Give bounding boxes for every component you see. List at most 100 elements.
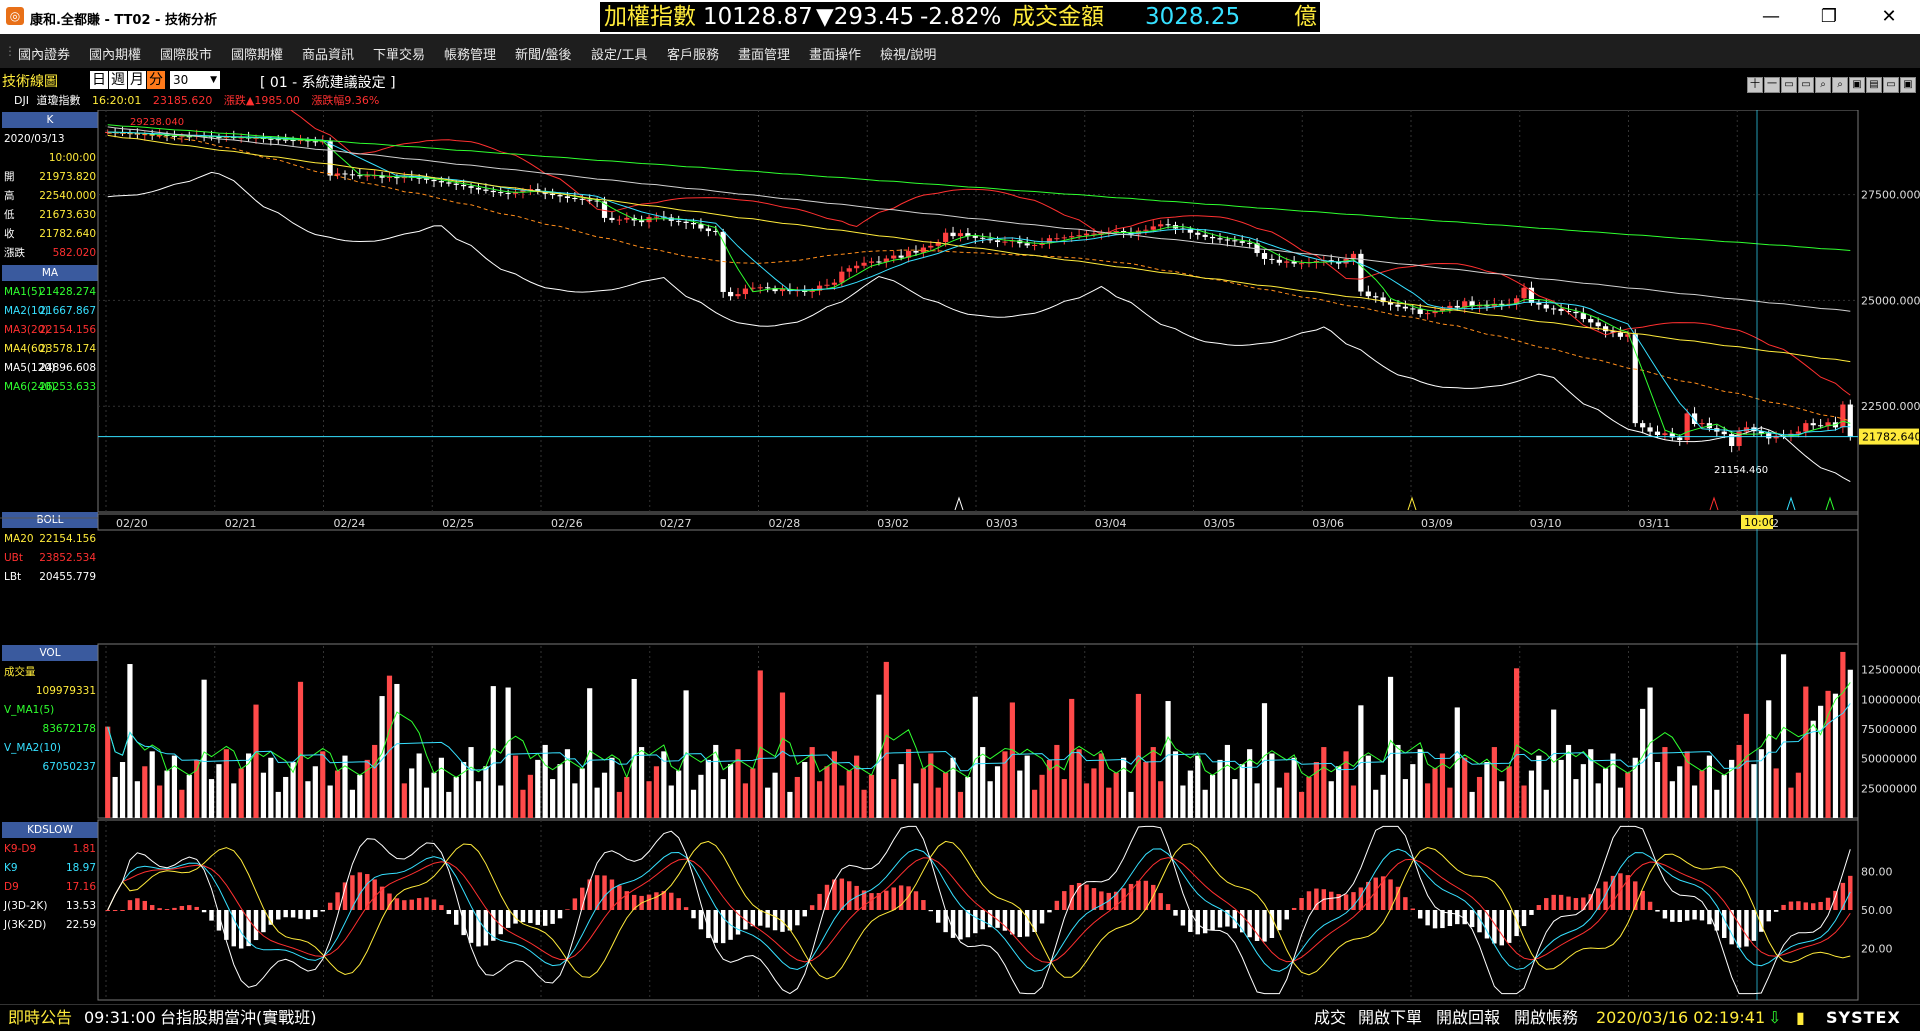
kd-histogram-bar — [209, 910, 214, 921]
menu-item[interactable]: 畫面操作 — [809, 48, 862, 63]
menu-item[interactable]: 客戶服務 — [667, 48, 720, 63]
candle-body — [1387, 302, 1394, 305]
candle-body — [1217, 238, 1223, 240]
print-icon[interactable]: ▤ — [1866, 77, 1882, 93]
status-datetime: 2020/03/16 02:19:41 — [1596, 1008, 1766, 1027]
candle-body — [965, 233, 971, 237]
kd-histogram-bar — [839, 878, 845, 910]
volume-bar — [409, 768, 415, 818]
menu-item[interactable]: 國際期權 — [231, 48, 284, 63]
layout-icon[interactable]: ▭ — [1883, 77, 1899, 93]
volume-bar — [1447, 787, 1453, 818]
close-button[interactable]: ✕ — [1881, 6, 1897, 27]
menu-item[interactable]: 國內證券 — [18, 48, 71, 63]
chart-area[interactable]: 02/20 02/21 02/24 02/25 02/26 02/27 02/28 03/02… — [0, 110, 1920, 1002]
kd-histogram-bar — [1566, 896, 1571, 910]
menu-item[interactable]: 帳務管理 — [444, 48, 497, 63]
settings-icon[interactable]: ▣ — [1900, 77, 1916, 93]
period-day-button[interactable]: 日 — [90, 71, 108, 89]
volume-bar — [1387, 676, 1394, 818]
open-order-button[interactable]: 開啟下單 — [1358, 1008, 1423, 1027]
menu-item[interactable]: 下單交易 — [373, 48, 426, 63]
volume-bar — [208, 779, 215, 818]
candle-body — [1069, 236, 1075, 238]
boll-value: 22154.156 — [39, 533, 96, 545]
period-week-button[interactable]: 週 — [109, 71, 127, 89]
period-minute-button[interactable]: 分 — [147, 71, 165, 89]
volume-bar — [1425, 783, 1431, 818]
boll-upper-band — [289, 110, 1851, 396]
volume-bar — [1061, 779, 1067, 818]
candle-body — [253, 137, 259, 139]
menu-item[interactable]: 商品資訊 — [302, 48, 355, 63]
kd-histogram-bar — [238, 910, 244, 949]
candle-body — [809, 290, 815, 292]
menu-grip-icon: ⋮ — [4, 44, 16, 58]
bulletin-label[interactable]: 即時公告 — [8, 1008, 73, 1027]
candle-body — [535, 189, 541, 192]
kd-histogram-bar — [1240, 910, 1245, 933]
zoom-out-icon[interactable]: ⌕ — [1832, 77, 1848, 93]
kd-histogram-bar — [542, 910, 548, 926]
maximize-button[interactable]: ❐ — [1820, 6, 1838, 27]
volume-bar — [1284, 772, 1290, 818]
volume-bar — [297, 681, 304, 818]
kd-histogram-bar — [1106, 892, 1111, 910]
menu-item[interactable]: 畫面管理 — [738, 48, 791, 63]
volume-bar — [483, 766, 489, 818]
ma5-line — [107, 131, 1851, 437]
candle-body — [587, 199, 593, 201]
volume-bar — [616, 791, 622, 818]
k-high-value: 22540.000 — [39, 190, 96, 202]
zoom-in-icon[interactable]: ⌕ — [1815, 77, 1831, 93]
candle-body — [1825, 422, 1831, 427]
kd-histogram-bar — [1314, 888, 1319, 910]
k-panel-header: K — [2, 112, 98, 128]
period-month-button[interactable]: 月 — [128, 71, 146, 89]
menu-item[interactable]: 檢視/說明 — [880, 48, 937, 63]
open-account-button[interactable]: 開啟帳務 — [1514, 1008, 1579, 1027]
kd-histogram-bar — [1469, 910, 1475, 928]
bulletin-text[interactable]: 台指股期當沖(實戰班) — [160, 1008, 317, 1027]
candle-body — [1625, 334, 1631, 337]
menu-item[interactable]: 國內期權 — [89, 48, 142, 63]
volume-bar — [1373, 789, 1379, 818]
k-open-label: 開 — [4, 171, 15, 183]
volume-bar — [1276, 787, 1282, 818]
kd-histogram-bar — [1603, 881, 1608, 910]
volume-bar — [364, 759, 370, 818]
window-icon[interactable]: ▭ — [1781, 77, 1797, 93]
candle-body — [1061, 237, 1067, 239]
minimize-button[interactable]: — — [1762, 6, 1780, 27]
volume-bar — [779, 692, 786, 818]
date-tick-label: 03/11 — [1639, 517, 1671, 530]
volume-bar — [1232, 779, 1238, 818]
deal-button[interactable]: 成交 — [1314, 1008, 1347, 1027]
kd-histogram-bar — [1358, 887, 1364, 910]
ma-value: 22154.156 — [39, 324, 96, 336]
save-icon[interactable]: ▣ — [1849, 77, 1865, 93]
volume-bar — [1565, 744, 1572, 818]
volume-bar — [809, 747, 815, 818]
open-report-button[interactable]: 開啟回報 — [1436, 1008, 1501, 1027]
interval-select[interactable]: 30 ▼ — [170, 71, 220, 89]
ma-row: MA1(5) 21428.274 — [2, 283, 98, 302]
crosshair-icon[interactable]: 十 — [1747, 77, 1763, 93]
ma-row: MA4(60) 23578.174 — [2, 340, 98, 359]
menu-item[interactable]: 國際股市 — [160, 48, 213, 63]
volume-bar — [772, 772, 778, 818]
menu-item[interactable]: 新聞/盤後 — [515, 48, 572, 63]
system-setting-label[interactable]: [ 01 - 系統建議設定 ] — [260, 75, 396, 91]
kd-histogram-bar — [424, 897, 429, 910]
volume-bar — [624, 776, 630, 818]
ma-panel-header: MA — [2, 265, 98, 281]
volume-bar — [794, 776, 800, 818]
kd-histogram-bar — [654, 892, 659, 910]
candle-body — [1558, 308, 1564, 311]
candle-body — [839, 271, 845, 283]
volume-bar — [1625, 772, 1631, 818]
zoom-out-bar-icon[interactable]: 一 — [1764, 77, 1780, 93]
window-alt-icon[interactable]: ▭ — [1798, 77, 1814, 93]
volume-bar — [112, 776, 118, 818]
menu-item[interactable]: 設定/工具 — [591, 48, 648, 63]
